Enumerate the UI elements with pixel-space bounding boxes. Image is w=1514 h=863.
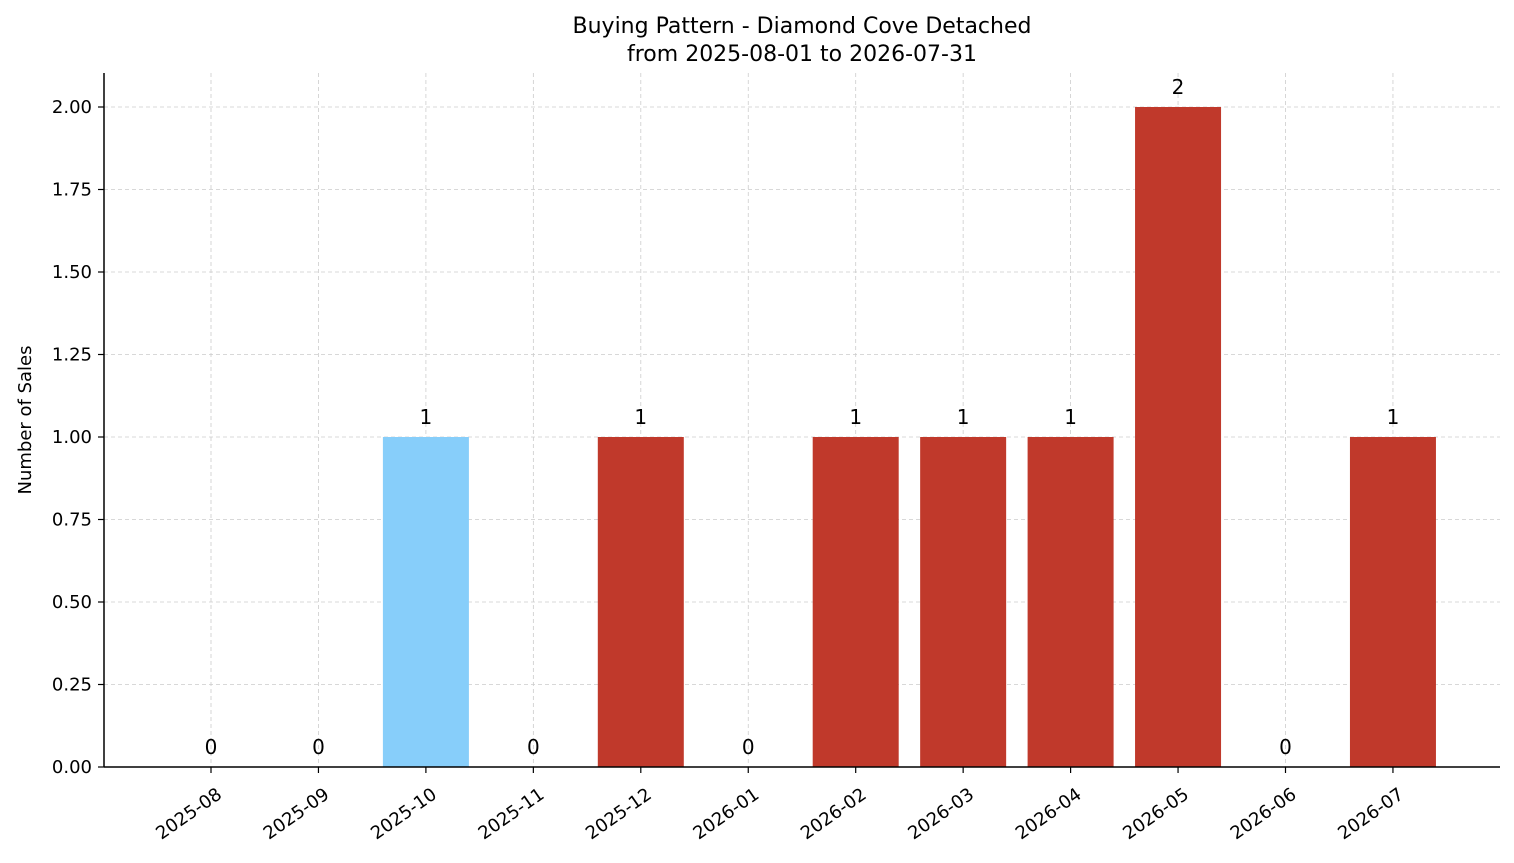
bar-value-label: 1 bbox=[420, 405, 433, 429]
y-ticks: 0.00 0.25 0.50 0.75 1.00 1.25 1.50 1.75 2.00 bbox=[52, 97, 104, 778]
y-tick-label: 0.75 bbox=[52, 510, 92, 531]
bar-value-label: 0 bbox=[1279, 735, 1292, 759]
bar-value-label: 2 bbox=[1172, 75, 1185, 99]
bars bbox=[382, 107, 1436, 767]
bar-value-label: 0 bbox=[312, 735, 325, 759]
bar-value-label: 1 bbox=[1064, 405, 1077, 429]
axes bbox=[103, 73, 1500, 768]
y-tick-label: 1.50 bbox=[52, 262, 92, 283]
bar-value-label: 1 bbox=[957, 405, 970, 429]
x-tick-label: 2025-12 bbox=[582, 784, 656, 844]
y-tick-label: 1.75 bbox=[52, 180, 92, 201]
bar bbox=[1135, 107, 1222, 767]
bar-value-label: 0 bbox=[742, 735, 755, 759]
bar bbox=[597, 437, 684, 767]
chart-title: Buying Pattern - Diamond Cove Detached bbox=[573, 14, 1032, 39]
x-tick-label: 2026-03 bbox=[904, 784, 978, 844]
x-tick-label: 2026-05 bbox=[1119, 784, 1193, 844]
x-tick-label: 2025-11 bbox=[475, 784, 549, 844]
x-tick-label: 2026-02 bbox=[797, 784, 871, 844]
y-tick-label: 2.00 bbox=[52, 97, 92, 118]
y-tick-label: 0.00 bbox=[52, 757, 92, 778]
y-tick-label: 0.25 bbox=[52, 675, 92, 696]
x-tick-label: 2026-01 bbox=[689, 784, 763, 844]
bar bbox=[382, 437, 469, 767]
bar-value-label: 1 bbox=[849, 405, 862, 429]
x-tick-label: 2025-08 bbox=[152, 784, 226, 844]
x-tick-label: 2026-06 bbox=[1227, 784, 1301, 844]
bar bbox=[1349, 437, 1436, 767]
data-labels: 0 0 1 0 1 0 1 1 1 2 0 1 bbox=[205, 75, 1400, 759]
x-tick-label: 2026-04 bbox=[1012, 784, 1086, 844]
bar bbox=[920, 437, 1007, 767]
y-tick-label: 1.00 bbox=[52, 427, 92, 448]
bar bbox=[1027, 437, 1114, 767]
y-axis-label: Number of Sales bbox=[15, 345, 36, 494]
x-tick-label: 2025-10 bbox=[367, 784, 441, 844]
bar-value-label: 1 bbox=[634, 405, 647, 429]
chart-subtitle: from 2025-08-01 to 2026-07-31 bbox=[627, 42, 977, 67]
bar-value-label: 1 bbox=[1387, 405, 1400, 429]
x-tick-label: 2026-07 bbox=[1334, 784, 1408, 844]
x-ticks: 2025-08 2025-09 2025-10 2025-11 2025-12 2026-… bbox=[152, 767, 1408, 844]
y-tick-label: 1.25 bbox=[52, 345, 92, 366]
bar-value-label: 0 bbox=[205, 735, 218, 759]
bar-value-label: 0 bbox=[527, 735, 540, 759]
y-tick-label: 0.50 bbox=[52, 592, 92, 613]
grid bbox=[104, 73, 1500, 767]
x-tick-label: 2025-09 bbox=[260, 784, 334, 844]
bar bbox=[812, 437, 899, 767]
